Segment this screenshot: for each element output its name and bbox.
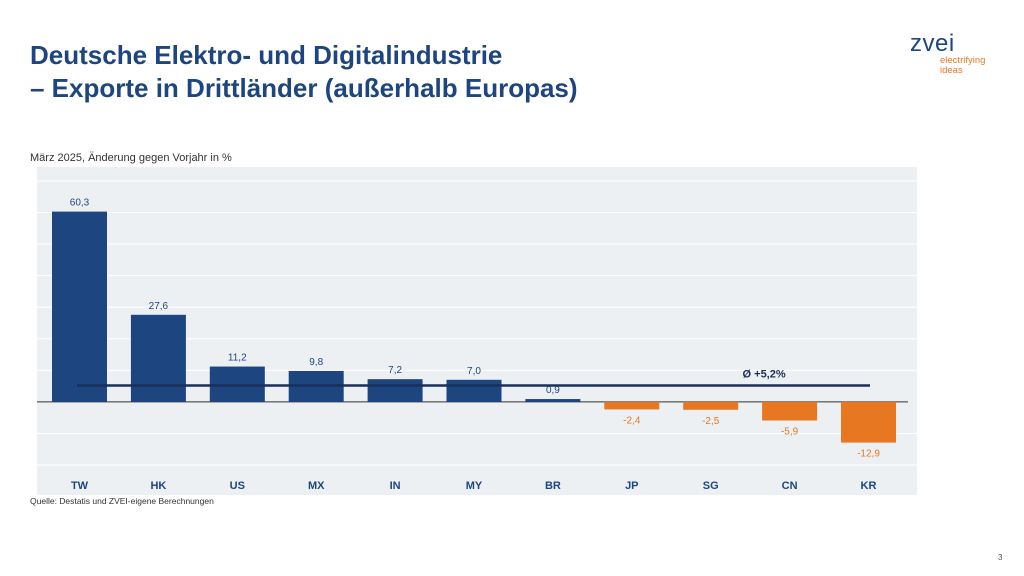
chart-subtitle: März 2025, Änderung gegen Vorjahr in % bbox=[30, 152, 232, 164]
bar-value-label: 60,3 bbox=[70, 198, 90, 209]
bar-value-label: 7,0 bbox=[467, 366, 481, 377]
bar-jp bbox=[604, 401, 660, 410]
average-label: Ø +5,2% bbox=[743, 368, 786, 380]
logo-tagline-line2: ideas bbox=[940, 65, 963, 76]
category-label: US bbox=[230, 480, 245, 492]
bar-cn bbox=[762, 401, 818, 421]
bar-value-label: 7,2 bbox=[388, 365, 402, 376]
category-label: HK bbox=[150, 480, 166, 492]
category-label: JP bbox=[625, 480, 638, 492]
category-label: MX bbox=[308, 480, 325, 492]
bar-kr bbox=[841, 401, 896, 443]
category-label: TW bbox=[71, 480, 89, 492]
bar-value-label: -5,9 bbox=[781, 427, 799, 438]
bar-hk bbox=[130, 314, 186, 402]
category-label: KR bbox=[861, 480, 877, 492]
category-label: BR bbox=[545, 480, 561, 492]
category-label: SG bbox=[703, 480, 719, 492]
bar-value-label: -2,5 bbox=[702, 416, 720, 427]
bar-sg bbox=[683, 401, 739, 410]
bar-tw bbox=[52, 211, 107, 402]
zvei-logo: zvei electrifying ideas bbox=[910, 32, 985, 76]
bar-in bbox=[367, 379, 423, 402]
bar-value-label: -2,4 bbox=[623, 415, 641, 426]
bar-us bbox=[209, 366, 265, 402]
bar-my bbox=[446, 379, 502, 402]
bar-value-label: 11,2 bbox=[228, 353, 247, 364]
logo-word: zvei bbox=[910, 30, 955, 57]
logo-tagline-line1: electrifying bbox=[940, 55, 986, 66]
source-note: Quelle: Destatis und ZVEI-eigene Berechn… bbox=[30, 496, 214, 506]
page-number: 3 bbox=[998, 553, 1003, 562]
page-subtitle: – Exporte in Drittländer (außerhalb Euro… bbox=[30, 73, 578, 103]
category-label: IN bbox=[390, 480, 401, 492]
bar-chart: 60,3 TW 27,6 HK 11,2 US 9,8 MX 7,2 IN 7,0 MY 0,9 BR -2… bbox=[37, 167, 917, 495]
bar-value-label: -12,9 bbox=[857, 449, 880, 460]
bar-value-label: 0,9 bbox=[546, 385, 560, 396]
category-label: MY bbox=[466, 480, 483, 492]
category-label: CN bbox=[782, 480, 798, 492]
bar-value-label: 27,6 bbox=[149, 301, 169, 312]
page-title: Deutsche Elektro- und Digitalindustrie bbox=[30, 40, 503, 70]
bar-value-label: 9,8 bbox=[309, 357, 323, 368]
bar-br bbox=[525, 399, 581, 402]
